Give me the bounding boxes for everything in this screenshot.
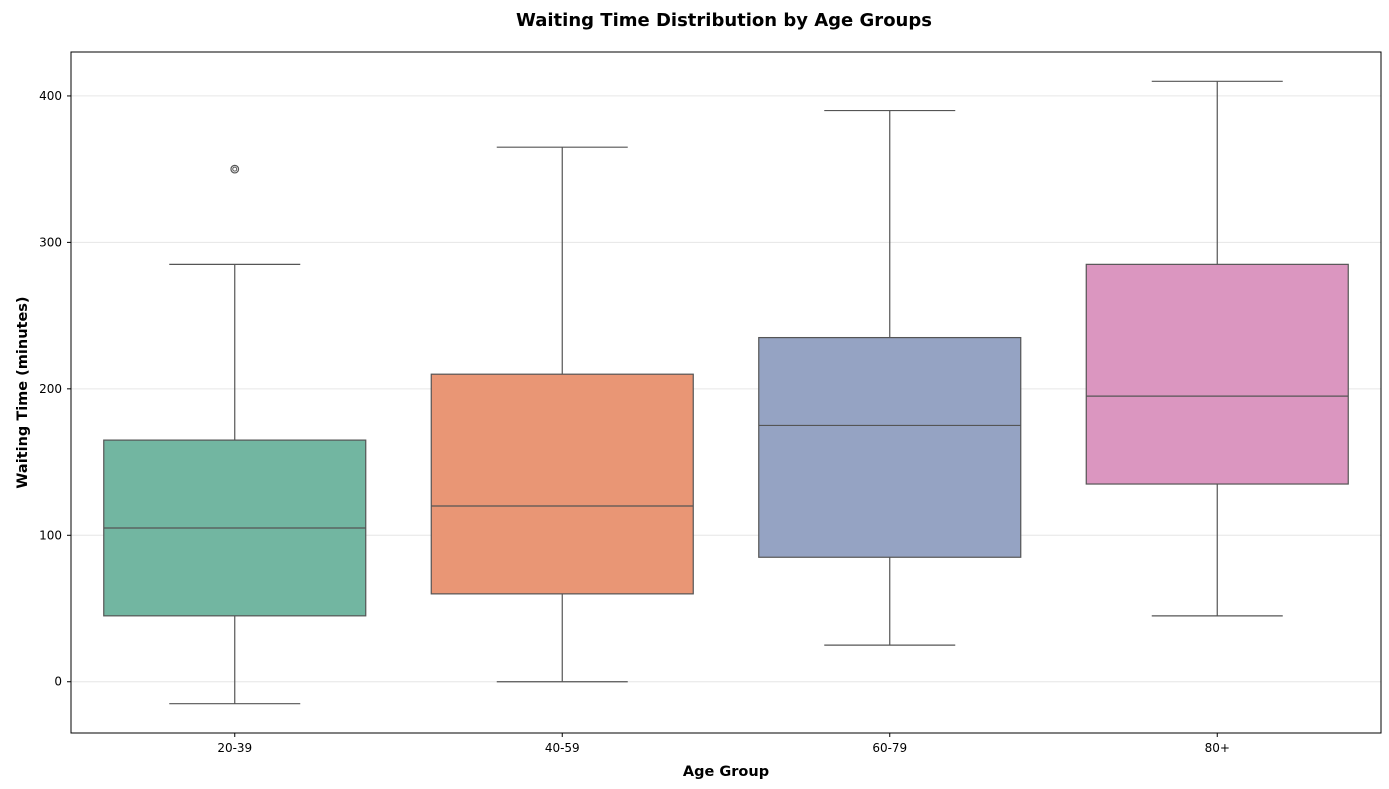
box-group-60-79: [758, 109, 1022, 646]
iqr-box: [758, 336, 1022, 558]
x-tick-label: 60-79: [872, 741, 907, 755]
y-tick-label: 0: [54, 675, 62, 689]
iqr-box: [1085, 263, 1349, 485]
x-tick-label: 40-59: [545, 741, 580, 755]
y-tick-label: 400: [39, 89, 62, 103]
chart-title: Waiting Time Distribution by Age Groups: [516, 10, 932, 31]
outlier-point-inner: [232, 166, 238, 172]
plot-area-frame: [70, 51, 1382, 734]
box-group-40-59: [430, 146, 694, 683]
x-axis-label: Age Group: [683, 764, 769, 780]
iqr-box: [430, 373, 694, 595]
y-tick-label: 300: [39, 235, 62, 249]
x-tick-label: 80+: [1205, 741, 1230, 755]
box-group-20-39: [103, 164, 367, 705]
y-axis-label: Waiting Time (minutes): [15, 296, 31, 488]
boxes: [103, 80, 1349, 705]
axes: 0 100 200 300 400 20-39 40-59 60-79 80+: [39, 89, 1230, 755]
y-tick-label: 200: [39, 382, 62, 396]
box-group-80+: [1085, 80, 1349, 617]
x-tick-label: 20-39: [217, 741, 252, 755]
outlier-point: [230, 164, 240, 174]
y-tick-label: 100: [39, 528, 62, 542]
